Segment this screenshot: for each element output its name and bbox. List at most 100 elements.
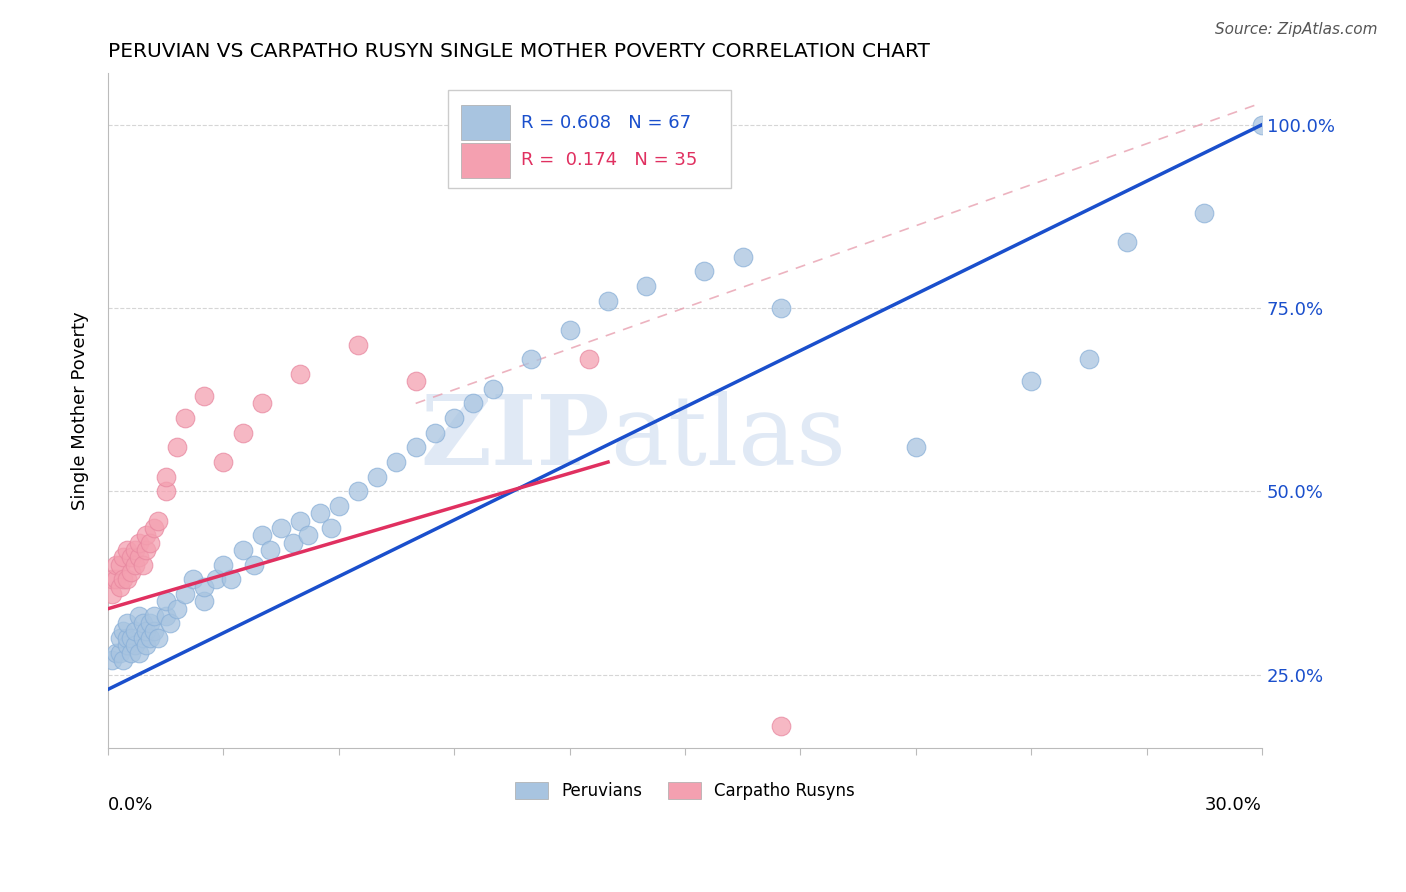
Point — [143, 609, 166, 624]
Point — [143, 521, 166, 535]
Point — [155, 484, 177, 499]
Point — [124, 558, 146, 572]
Point — [481, 382, 503, 396]
Point — [1251, 118, 1274, 132]
Point — [124, 639, 146, 653]
Point — [596, 293, 619, 308]
Point — [101, 587, 124, 601]
Y-axis label: Single Mother Poverty: Single Mother Poverty — [72, 311, 89, 510]
Point — [731, 250, 754, 264]
Point — [281, 535, 304, 549]
Point — [520, 352, 543, 367]
Point — [108, 558, 131, 572]
Text: R = 0.608   N = 67: R = 0.608 N = 67 — [522, 113, 692, 132]
FancyBboxPatch shape — [449, 90, 731, 188]
Text: R =  0.174   N = 35: R = 0.174 N = 35 — [522, 152, 697, 169]
Point — [135, 639, 157, 653]
Point — [101, 573, 124, 587]
FancyBboxPatch shape — [461, 105, 509, 140]
Point — [636, 279, 658, 293]
Point — [232, 543, 254, 558]
Point — [328, 499, 350, 513]
Point — [112, 653, 135, 667]
Point — [174, 411, 197, 425]
Point — [155, 609, 177, 624]
Point — [385, 455, 408, 469]
Point — [770, 301, 793, 315]
Point — [112, 624, 135, 638]
Point — [193, 580, 215, 594]
Text: ZIP: ZIP — [420, 391, 610, 484]
Point — [1192, 206, 1215, 220]
Point — [115, 616, 138, 631]
Point — [319, 521, 342, 535]
Point — [124, 543, 146, 558]
Point — [174, 587, 197, 601]
Point — [405, 441, 427, 455]
Point — [104, 646, 127, 660]
Point — [290, 367, 312, 381]
Point — [108, 631, 131, 645]
Text: 0.0%: 0.0% — [108, 796, 153, 814]
Point — [115, 543, 138, 558]
Point — [347, 484, 370, 499]
Point — [250, 528, 273, 542]
Point — [347, 337, 370, 351]
Point — [1077, 352, 1099, 367]
Point — [212, 455, 235, 469]
Text: PERUVIAN VS CARPATHO RUSYN SINGLE MOTHER POVERTY CORRELATION CHART: PERUVIAN VS CARPATHO RUSYN SINGLE MOTHER… — [108, 42, 929, 61]
Point — [131, 616, 153, 631]
Point — [159, 616, 181, 631]
Point — [443, 411, 465, 425]
FancyBboxPatch shape — [461, 143, 509, 178]
Point — [128, 646, 150, 660]
Point — [463, 396, 485, 410]
Point — [143, 624, 166, 638]
Point — [115, 631, 138, 645]
Point — [128, 550, 150, 565]
Point — [232, 425, 254, 440]
Point — [308, 507, 330, 521]
Point — [297, 528, 319, 542]
Text: Source: ZipAtlas.com: Source: ZipAtlas.com — [1215, 22, 1378, 37]
Point — [204, 573, 226, 587]
Point — [139, 631, 162, 645]
Point — [366, 469, 388, 483]
Point — [155, 594, 177, 608]
Point — [139, 535, 162, 549]
Point — [104, 573, 127, 587]
Point — [146, 631, 169, 645]
Point — [139, 616, 162, 631]
Point — [101, 653, 124, 667]
Point — [423, 425, 446, 440]
Point — [128, 535, 150, 549]
Point — [135, 528, 157, 542]
Point — [112, 573, 135, 587]
Point — [108, 646, 131, 660]
Point — [243, 558, 266, 572]
Point — [1019, 375, 1042, 389]
Point — [104, 558, 127, 572]
Point — [181, 573, 204, 587]
Point — [212, 558, 235, 572]
Point — [112, 550, 135, 565]
Point — [250, 396, 273, 410]
Point — [120, 550, 142, 565]
Point — [166, 601, 188, 615]
Point — [558, 323, 581, 337]
Point — [135, 543, 157, 558]
Point — [166, 441, 188, 455]
Point — [405, 375, 427, 389]
Point — [120, 646, 142, 660]
Point — [120, 631, 142, 645]
Point — [1116, 235, 1139, 249]
Point — [193, 389, 215, 403]
Point — [131, 631, 153, 645]
Text: 30.0%: 30.0% — [1205, 796, 1263, 814]
Point — [270, 521, 292, 535]
Text: atlas: atlas — [610, 391, 846, 484]
Point — [904, 441, 927, 455]
Point — [290, 514, 312, 528]
Point — [131, 558, 153, 572]
Point — [108, 580, 131, 594]
